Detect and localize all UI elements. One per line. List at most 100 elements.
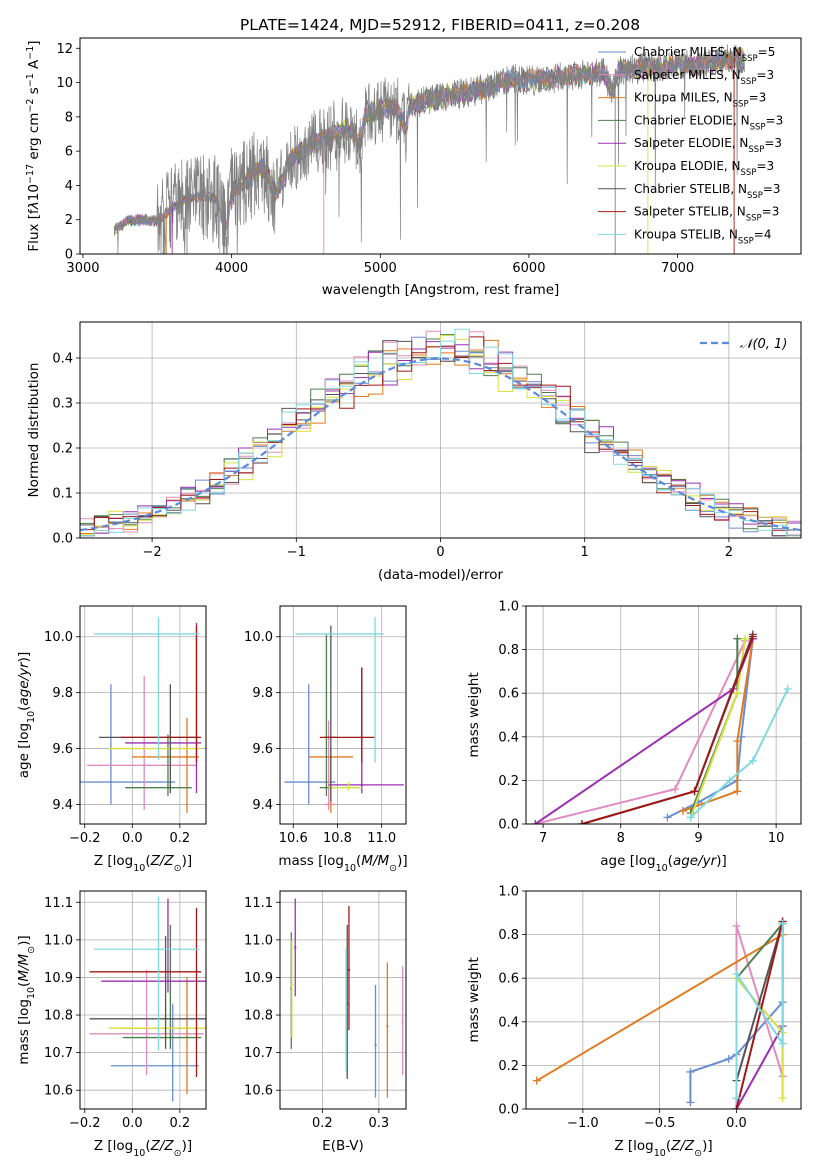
y-tick-label: 1.0 (498, 600, 519, 615)
axes-frame (279, 890, 407, 1110)
mass-weight-vs-age-panel: 7 8 9 10 0.0 0.2 0.4 0.6 0.8 1.0 age [log10(age/yr… (466, 600, 802, 874)
y-tick-label: 0.2 (498, 774, 519, 789)
data-point (360, 783, 363, 787)
data-point (142, 764, 146, 767)
age-vs-metallicity-panel: −0.2 0.0 0.2 9.4 9.6 9.8 10.0 Z [log10(Z/Z⊙)] ag… (16, 605, 207, 874)
axes-frame (525, 890, 802, 1110)
legend-entry: Salpeter MILES, NSSP=3 (634, 68, 774, 87)
plot-area (290, 898, 404, 1098)
x-axis-label: age [log10(age/yr)] (600, 853, 726, 874)
y-tick-label: 10.0 (244, 630, 273, 645)
legend-entry: Salpeter STELIB, NSSP=3 (634, 205, 779, 224)
y-axis-label: age [log10(age/yr)] (16, 652, 37, 778)
data-point (157, 948, 160, 951)
plus-marker (733, 787, 742, 796)
x-tick-label: 7 (539, 831, 547, 846)
axes-frame (79, 890, 207, 1110)
x-tick-label: −0.2 (69, 1116, 101, 1131)
plus-marker (733, 634, 742, 643)
axes-frame (79, 321, 802, 539)
data-point (145, 1032, 148, 1036)
mass-weight-line (689, 638, 739, 814)
y-tick-label: 10.9 (44, 971, 73, 986)
legend-entry: Chabrier ELODIE, NSSP=3 (634, 113, 783, 132)
x-tick-label: 0.0 (726, 1116, 747, 1131)
plus-marker (732, 1094, 741, 1103)
y-tick-label: 9.8 (52, 686, 73, 701)
x-axis-label: (data-model)/error (378, 567, 504, 583)
x-tick-label: 11.0 (367, 831, 396, 846)
plot-area (80, 617, 202, 813)
y-tick-label: 10.7 (244, 1046, 273, 1061)
legend-entry: 𝒩(0, 1) (740, 337, 787, 352)
x-tick-label: 8 (617, 831, 625, 846)
x-tick-label: 5000 (364, 261, 397, 276)
y-tick-label: 0.4 (498, 730, 519, 745)
plot-area (284, 617, 404, 813)
mass-weight-line (735, 921, 784, 1109)
plus-marker (748, 632, 757, 641)
y-axis-label: mass weight (466, 672, 482, 757)
y-tick-label: 0.3 (52, 397, 73, 412)
plus-marker (732, 969, 741, 978)
y-axis-label: mass [log10(M/M⊙)] (16, 935, 37, 1064)
y-tick-label: 0.4 (498, 1015, 519, 1030)
plus-marker (686, 1067, 695, 1076)
legend-entry: Kroupa ELODIE, NSSP=3 (634, 159, 774, 178)
axes-frame (279, 605, 407, 825)
plus-marker (783, 684, 792, 693)
data-point (157, 632, 160, 636)
y-tick-label: 10.9 (244, 971, 273, 986)
y-tick-label: 11.1 (44, 896, 73, 911)
y-tick-label: 9.4 (52, 798, 73, 813)
legend-entry: Chabrier MILES, NSSP=5 (634, 45, 775, 64)
plot-area (532, 917, 787, 1109)
data-point (166, 980, 170, 983)
data-point (386, 1025, 389, 1028)
y-tick-label: 11.1 (244, 896, 273, 911)
y-tick-label: 0.1 (52, 487, 73, 502)
y-tick-label: 9.4 (252, 798, 273, 813)
data-point (290, 983, 294, 987)
y-tick-label: 9.6 (252, 742, 273, 757)
axes-frame (79, 37, 802, 255)
y-tick-label: 0.8 (498, 643, 519, 658)
x-axis-label: wavelength [Angstrom, rest frame] (322, 282, 560, 298)
plus-marker (724, 1054, 733, 1063)
plot-area (89, 896, 206, 1102)
x-tick-label: 0.0 (122, 831, 143, 846)
axes-frame (79, 605, 207, 825)
x-tick-label: 0 (436, 545, 444, 560)
y-tick-label: 0.0 (52, 532, 73, 547)
y-tick-label: 8 (65, 110, 73, 125)
age-vs-mass-panel: 10.6 10.8 11.0 9.4 9.6 9.8 10.0 mass [log10(M/M… (244, 605, 408, 874)
y-tick-label: 11.0 (44, 933, 73, 948)
legend-entry: Kroupa STELIB, NSSP=4 (634, 227, 772, 246)
y-tick-label: 11.0 (244, 933, 273, 948)
data-point (360, 736, 363, 739)
legend-entry: Salpeter ELODIE, NSSP=3 (634, 136, 782, 155)
x-axis-label: mass [log10(M/M⊙)] (278, 853, 407, 874)
y-tick-label: 10.8 (44, 1009, 73, 1024)
x-tick-label: 1 (581, 545, 589, 560)
figure-title: PLATE=1424, MJD=52912, FIBERID=0411, z=0… (240, 16, 640, 34)
data-point (195, 970, 198, 974)
y-tick-label: 0.6 (498, 972, 519, 987)
y-tick-label: 0.0 (498, 818, 519, 833)
plus-marker (748, 756, 757, 765)
y-tick-label: 10 (56, 76, 73, 91)
plus-marker (732, 921, 741, 930)
y-axis-label: Flux [fλ10−17 erg cm−2 s−1 A−1] (25, 40, 43, 251)
x-tick-label: 10.8 (323, 831, 352, 846)
plus-marker (686, 1098, 695, 1107)
residual-histogram-panel: −2 −1 0 1 2 0.0 0.1 0.2 0.3 0.4 𝒩(0, 1) (data-model… (26, 321, 802, 583)
y-tick-label: 9.6 (52, 742, 73, 757)
x-tick-label: 0.3 (369, 1116, 390, 1131)
y-tick-label: 2 (65, 213, 73, 228)
plus-marker (778, 919, 787, 928)
x-axis-label: Z [log10(Z/Z⊙)] (94, 853, 192, 874)
plus-marker (678, 806, 687, 815)
plot-area (113, 44, 745, 254)
data-point (344, 1006, 348, 1009)
x-tick-label: 10 (768, 831, 785, 846)
